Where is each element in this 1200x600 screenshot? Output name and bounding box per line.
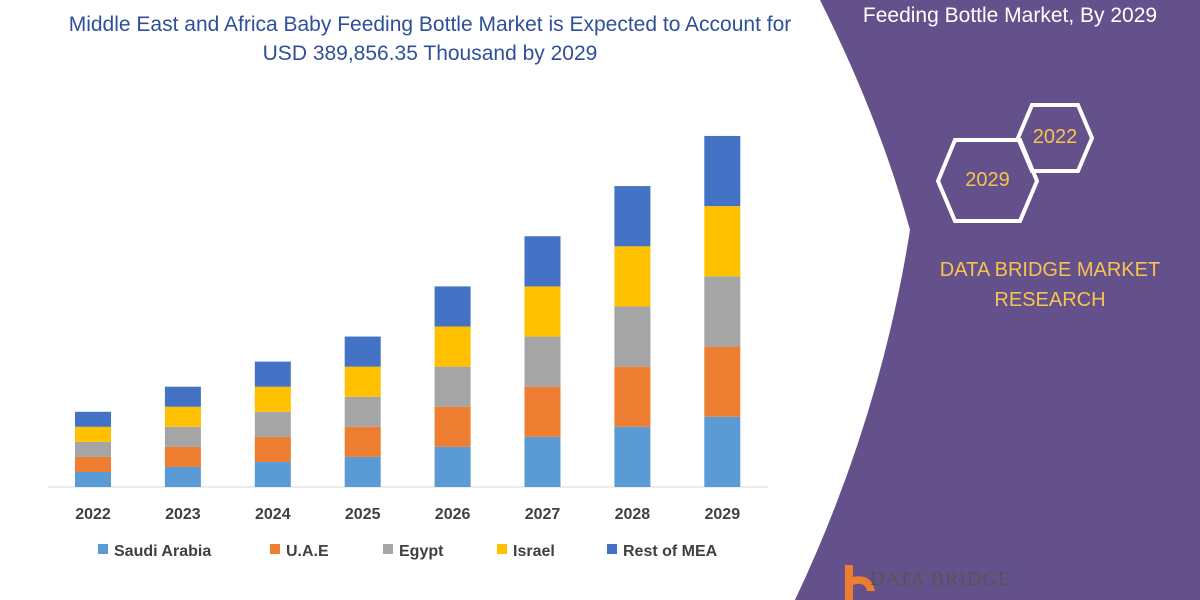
bar-segment-2024-0	[254, 461, 291, 487]
logo-text: DATA BRIDGE	[870, 568, 1012, 590]
bar-segment-2029-0	[704, 416, 741, 487]
bar-segment-2028-1	[614, 366, 651, 427]
bar-segment-2023-0	[164, 466, 201, 487]
x-tick-label: 2029	[705, 506, 741, 523]
legend-swatch	[270, 544, 280, 554]
stacked-bar-chart: 2022 2023 2024 2025 2026 2027 2028 2029 Saudi Ar…	[48, 135, 768, 560]
bar-segment-2024-1	[254, 436, 291, 462]
chart-title: Middle East and Africa Baby Feeding Bott…	[68, 13, 792, 65]
panel-title: Feeding Bottle Market, By 2029	[862, 4, 1158, 27]
bar-segment-2022-3	[75, 426, 111, 442]
hex-year-2029: 2029	[965, 169, 1010, 191]
bar-segment-2023-1	[164, 446, 201, 467]
bar-segment-2029-4	[704, 135, 741, 207]
legend-label: Egypt	[399, 543, 444, 560]
bar-segment-2026-2	[434, 366, 471, 407]
x-tick-label: 2024	[255, 506, 291, 523]
bar-segment-2022-1	[75, 456, 111, 472]
bar-segment-2027-4	[524, 236, 561, 287]
bar-segment-2026-1	[434, 406, 471, 447]
hexagon-2022	[1015, 103, 1095, 173]
bar-segment-2027-0	[524, 436, 561, 487]
bar-segment-2025-4	[344, 336, 381, 367]
x-tick-label: 2026	[435, 506, 471, 523]
x-tick-label: 2027	[525, 506, 561, 523]
bar-segment-2025-1	[344, 426, 381, 457]
bar-segment-2026-4	[434, 286, 471, 327]
x-tick-label: 2022	[75, 506, 111, 523]
bar-segment-2024-3	[254, 386, 291, 412]
hex-year-2022: 2022	[1032, 126, 1078, 148]
x-tick-label: 2025	[345, 506, 381, 523]
bar-segment-2025-3	[344, 366, 381, 397]
x-tick-label: 2028	[615, 506, 651, 523]
bar-segment-2026-3	[434, 326, 471, 367]
legend-swatch	[607, 544, 617, 554]
bar-segment-2024-4	[254, 361, 291, 387]
bar-segment-2029-3	[704, 206, 741, 277]
bar-segment-2028-0	[614, 426, 651, 487]
bar-segment-2025-2	[344, 396, 381, 427]
legend-label: U.A.E	[286, 543, 329, 560]
bar-segment-2025-0	[344, 456, 381, 487]
legend-label: Israel	[513, 543, 555, 560]
bar-segment-2028-2	[614, 306, 651, 367]
bar-segment-2028-3	[614, 246, 651, 307]
bar-segment-2022-4	[75, 411, 111, 427]
bar-segment-2022-2	[75, 441, 111, 457]
legend-swatch	[383, 544, 393, 554]
logo-icon	[845, 565, 875, 600]
bar-segment-2027-3	[524, 286, 561, 337]
bar-segment-2027-1	[524, 386, 561, 437]
x-tick-label: 2023	[165, 506, 201, 523]
bar-segment-2027-2	[524, 336, 561, 387]
bar-segment-2028-4	[614, 186, 651, 247]
legend-swatch	[497, 544, 507, 554]
bar-segment-2029-2	[704, 276, 741, 347]
legend-label: Saudi Arabia	[114, 543, 211, 560]
bar-segment-2026-0	[434, 446, 471, 487]
bar-segment-2023-3	[164, 406, 201, 427]
bar-segment-2023-4	[164, 386, 201, 407]
bar-segment-2022-0	[75, 471, 111, 487]
bar-segment-2023-2	[164, 426, 201, 447]
brand-name: DATA BRIDGE MARKET RESEARCH	[939, 259, 1161, 311]
legend-label: Rest of MEA	[623, 543, 718, 560]
bar-segment-2024-2	[254, 411, 291, 437]
bar-segment-2029-1	[704, 346, 741, 417]
legend-swatch	[98, 544, 108, 554]
